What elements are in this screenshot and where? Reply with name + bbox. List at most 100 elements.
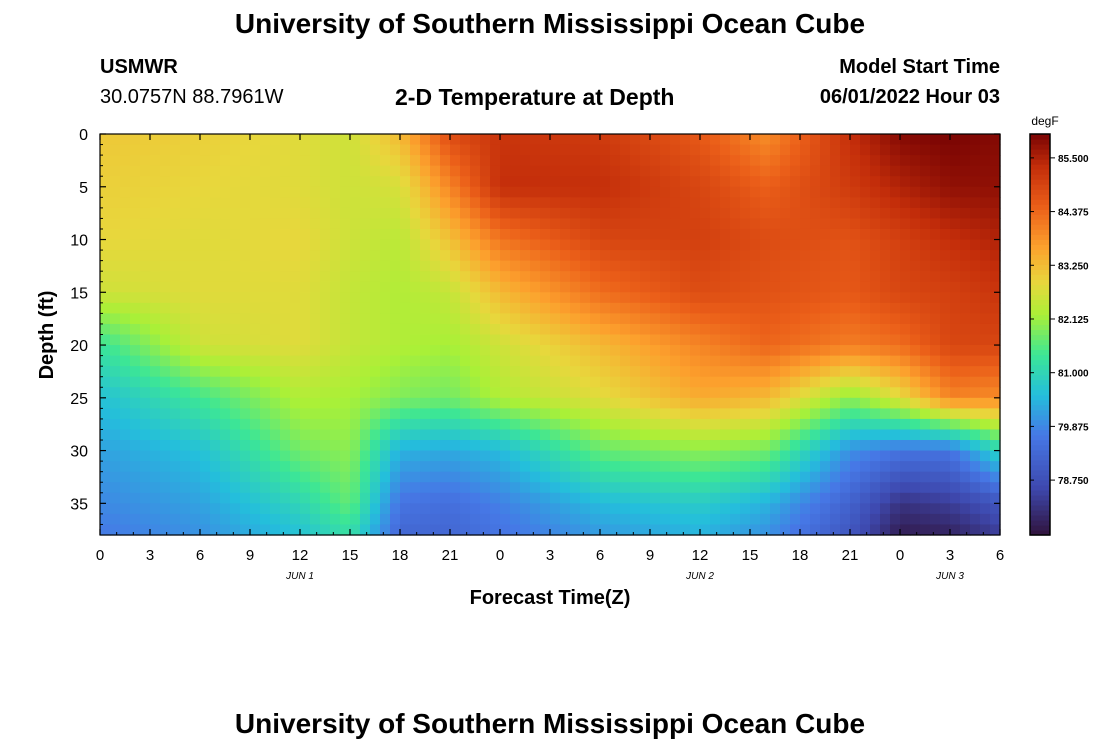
heatmap-cell (730, 345, 741, 357)
heatmap-cell (230, 418, 241, 431)
heatmap-cell (420, 207, 431, 220)
heatmap-cell (570, 513, 581, 526)
heatmap-cell (500, 492, 511, 504)
heatmap-cell (720, 218, 731, 230)
heatmap-cell (420, 376, 431, 388)
heatmap-cell (550, 271, 561, 283)
heatmap-cell (380, 450, 391, 462)
heatmap-cell (450, 281, 461, 293)
heatmap-cell (610, 165, 621, 177)
heatmap-cell (810, 513, 821, 526)
colorbar-segment (1030, 354, 1050, 361)
heatmap-cell (620, 366, 631, 378)
heatmap-cell (780, 408, 791, 420)
heatmap-cell (370, 366, 381, 378)
heatmap-cell (550, 176, 561, 188)
heatmap-cell (590, 461, 601, 473)
heatmap-cell (510, 366, 521, 378)
heatmap-cell (790, 429, 801, 441)
heatmap-cell (570, 408, 581, 420)
heatmap-cell (700, 376, 711, 388)
heatmap-cell (870, 292, 881, 304)
heatmap-cell (330, 440, 341, 452)
heatmap-cell (270, 144, 281, 156)
heatmap-cell (330, 397, 341, 409)
heatmap-cell (640, 197, 651, 209)
heatmap-cell (880, 492, 891, 504)
heatmap-cell (430, 450, 441, 462)
heatmap-cell (700, 239, 711, 251)
heatmap-cell (750, 418, 761, 431)
heatmap-cell (110, 155, 121, 167)
heatmap-cell (920, 207, 931, 220)
heatmap-cell (890, 197, 901, 209)
heatmap-cell (340, 345, 351, 357)
heatmap-cell (900, 207, 911, 220)
heatmap-cell (430, 440, 441, 452)
heatmap-cell (180, 461, 191, 473)
heatmap-cell (300, 471, 311, 483)
colorbar-segment (1030, 464, 1050, 471)
heatmap-cell (100, 260, 111, 272)
heatmap-cell (590, 440, 601, 452)
heatmap-cell (550, 355, 561, 367)
heatmap-cell (400, 323, 411, 336)
heatmap-cell (560, 260, 571, 272)
heatmap-cell (840, 197, 851, 209)
heatmap-cell (200, 471, 211, 483)
heatmap-cell (270, 355, 281, 367)
heatmap-cell (760, 334, 771, 346)
heatmap-cell (900, 440, 911, 452)
heatmap-cell (100, 513, 111, 526)
heatmap-cell (440, 250, 451, 262)
heatmap-cell (780, 281, 791, 293)
heatmap-cell (720, 197, 731, 209)
heatmap-cell (240, 482, 251, 494)
heatmap-cell (250, 471, 261, 483)
heatmap-cell (660, 408, 671, 420)
heatmap-cell (300, 440, 311, 452)
colorbar-segment (1030, 449, 1050, 456)
heatmap-cell (120, 176, 131, 188)
heatmap-cell (820, 334, 831, 346)
heatmap-cell (380, 503, 391, 515)
heatmap-cell (710, 524, 721, 536)
heatmap-cell (530, 186, 541, 198)
heatmap-cell (930, 471, 941, 483)
heatmap-cell (740, 281, 751, 293)
heatmap-cell (640, 471, 651, 483)
heatmap-cell (600, 239, 611, 251)
heatmap-cell (680, 387, 691, 399)
heatmap-cell (510, 197, 521, 209)
heatmap-cell (530, 513, 541, 526)
heatmap-cell (430, 144, 441, 156)
heatmap-cell (760, 260, 771, 272)
heatmap-cell (890, 165, 901, 177)
heatmap-cell (540, 471, 551, 483)
heatmap-cell (610, 271, 621, 283)
heatmap-cell (570, 144, 581, 156)
heatmap-cell (370, 292, 381, 304)
heatmap-cell (820, 440, 831, 452)
heatmap-cell (240, 271, 251, 283)
heatmap-cell (760, 228, 771, 241)
heatmap-cell (750, 387, 761, 399)
heatmap-cell (220, 186, 231, 198)
heatmap-cell (220, 450, 231, 462)
heatmap-cell (980, 482, 991, 494)
heatmap-cell (800, 302, 811, 314)
heatmap-cell (150, 482, 161, 494)
heatmap-cell (130, 355, 141, 367)
heatmap-cell (170, 197, 181, 209)
heatmap-cell (100, 366, 111, 378)
heatmap-cell (360, 323, 371, 336)
heatmap-cell (500, 323, 511, 336)
heatmap-cell (670, 387, 681, 399)
heatmap-cell (840, 260, 851, 272)
heatmap-cell (580, 207, 591, 220)
heatmap-cell (670, 418, 681, 431)
heatmap-cell (300, 260, 311, 272)
heatmap-cell (680, 250, 691, 262)
heatmap-cell (740, 313, 751, 325)
heatmap-cell (280, 482, 291, 494)
